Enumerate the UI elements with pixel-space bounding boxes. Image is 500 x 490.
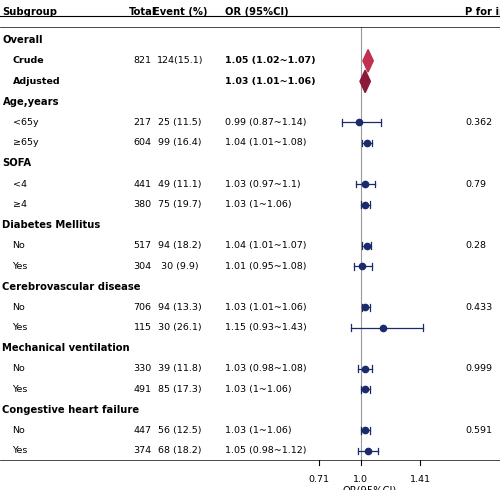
Text: 1.05 (1.02~1.07): 1.05 (1.02~1.07) xyxy=(225,56,316,65)
Text: 39 (11.8): 39 (11.8) xyxy=(158,365,202,373)
Text: 0.362: 0.362 xyxy=(465,118,492,127)
Text: Adjusted: Adjusted xyxy=(12,77,60,86)
Text: 1.04 (1.01~1.07): 1.04 (1.01~1.07) xyxy=(225,241,306,250)
Text: Congestive heart failure: Congestive heart failure xyxy=(2,405,140,415)
Text: 0.433: 0.433 xyxy=(465,303,492,312)
Text: 517: 517 xyxy=(134,241,152,250)
Text: 447: 447 xyxy=(134,426,152,435)
Text: 94 (13.3): 94 (13.3) xyxy=(158,303,202,312)
Text: 0.79: 0.79 xyxy=(465,179,486,189)
Text: 0.28: 0.28 xyxy=(465,241,486,250)
Text: 374: 374 xyxy=(134,446,152,456)
Text: 441: 441 xyxy=(134,179,152,189)
Text: 1.03 (1~1.06): 1.03 (1~1.06) xyxy=(225,426,292,435)
Text: 706: 706 xyxy=(134,303,152,312)
Text: 1.04 (1.01~1.08): 1.04 (1.01~1.08) xyxy=(225,139,306,147)
Text: Subgroup: Subgroup xyxy=(2,7,58,17)
Text: 124(15.1): 124(15.1) xyxy=(157,56,203,65)
Text: 1.03 (0.97~1.1): 1.03 (0.97~1.1) xyxy=(225,179,300,189)
Text: Yes: Yes xyxy=(12,323,28,332)
Text: Yes: Yes xyxy=(12,446,28,456)
Text: Event (%): Event (%) xyxy=(153,7,208,17)
Text: SOFA: SOFA xyxy=(2,158,32,169)
Text: 1.0: 1.0 xyxy=(354,475,368,484)
Text: Cerebrovascular disease: Cerebrovascular disease xyxy=(2,282,141,292)
Text: 49 (11.1): 49 (11.1) xyxy=(158,179,202,189)
Text: 1.01 (0.95~1.08): 1.01 (0.95~1.08) xyxy=(225,262,306,270)
Text: <4: <4 xyxy=(12,179,26,189)
Text: 30 (26.1): 30 (26.1) xyxy=(158,323,202,332)
Text: 1.03 (1~1.06): 1.03 (1~1.06) xyxy=(225,385,292,394)
Polygon shape xyxy=(363,49,374,72)
Text: 1.03 (1.01~1.06): 1.03 (1.01~1.06) xyxy=(225,77,316,86)
Text: 491: 491 xyxy=(134,385,152,394)
Text: Mechanical ventilation: Mechanical ventilation xyxy=(2,343,130,353)
Text: No: No xyxy=(12,426,25,435)
Text: 1.15 (0.93~1.43): 1.15 (0.93~1.43) xyxy=(225,323,307,332)
Text: No: No xyxy=(12,303,25,312)
Text: 1.03 (1~1.06): 1.03 (1~1.06) xyxy=(225,200,292,209)
Text: ≥65y: ≥65y xyxy=(12,139,38,147)
Text: 821: 821 xyxy=(134,56,152,65)
Text: 304: 304 xyxy=(134,262,152,270)
Text: Total: Total xyxy=(129,7,156,17)
Text: OR (95%CI): OR (95%CI) xyxy=(225,7,288,17)
Text: 115: 115 xyxy=(134,323,152,332)
Text: 0.99 (0.87~1.14): 0.99 (0.87~1.14) xyxy=(225,118,306,127)
Text: 1.03 (0.98~1.08): 1.03 (0.98~1.08) xyxy=(225,365,306,373)
Text: <65y: <65y xyxy=(12,118,38,127)
Text: 99 (16.4): 99 (16.4) xyxy=(158,139,202,147)
Text: 1.41: 1.41 xyxy=(410,475,430,484)
Text: Age,years: Age,years xyxy=(2,97,59,107)
Text: 68 (18.2): 68 (18.2) xyxy=(158,446,202,456)
Text: No: No xyxy=(12,365,25,373)
Text: 85 (17.3): 85 (17.3) xyxy=(158,385,202,394)
Text: 604: 604 xyxy=(134,139,152,147)
Text: OR(95%CI): OR(95%CI) xyxy=(342,486,396,490)
Text: P for interaction: P for interaction xyxy=(465,7,500,17)
Text: Overall: Overall xyxy=(2,35,43,45)
Text: No: No xyxy=(12,241,25,250)
Text: 217: 217 xyxy=(134,118,152,127)
Text: 1.03 (1.01~1.06): 1.03 (1.01~1.06) xyxy=(225,303,306,312)
Text: 0.999: 0.999 xyxy=(465,365,492,373)
Text: 0.591: 0.591 xyxy=(465,426,492,435)
Text: 30 (9.9): 30 (9.9) xyxy=(161,262,199,270)
Text: 75 (19.7): 75 (19.7) xyxy=(158,200,202,209)
Text: Yes: Yes xyxy=(12,385,28,394)
Text: 380: 380 xyxy=(134,200,152,209)
Text: Crude: Crude xyxy=(12,56,44,65)
Text: 56 (12.5): 56 (12.5) xyxy=(158,426,202,435)
Text: ≥4: ≥4 xyxy=(12,200,26,209)
Text: 0.71: 0.71 xyxy=(308,475,330,484)
Polygon shape xyxy=(360,70,370,93)
Text: 94 (18.2): 94 (18.2) xyxy=(158,241,202,250)
Text: 25 (11.5): 25 (11.5) xyxy=(158,118,202,127)
Text: Yes: Yes xyxy=(12,262,28,270)
Text: 330: 330 xyxy=(134,365,152,373)
Text: 1.05 (0.98~1.12): 1.05 (0.98~1.12) xyxy=(225,446,306,456)
Text: Diabetes Mellitus: Diabetes Mellitus xyxy=(2,220,101,230)
